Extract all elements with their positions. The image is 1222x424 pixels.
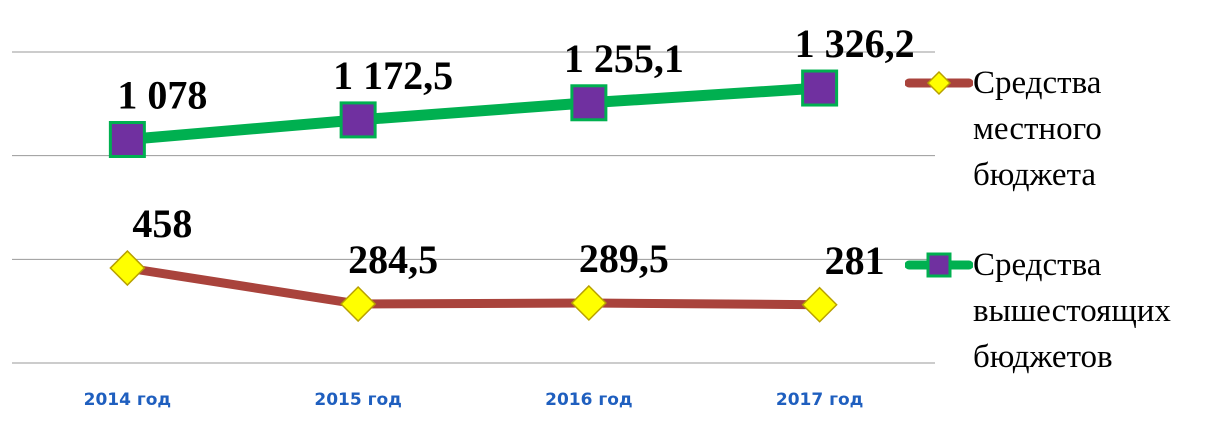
x-tick-label: 2014 год bbox=[84, 390, 172, 410]
legend-marker bbox=[926, 252, 952, 278]
x-tick-label: 2017 год bbox=[776, 390, 864, 410]
data-marker bbox=[108, 120, 146, 158]
legend: Средства местного бюджета Средства вышест… bbox=[905, 60, 1222, 424]
legend-entry: Средства вышестоящих бюджетов bbox=[905, 242, 1213, 380]
legend-marker bbox=[926, 70, 952, 96]
value-label: 289,5 bbox=[579, 236, 669, 281]
legend-label: Средства местного бюджета bbox=[973, 65, 1102, 193]
data-marker bbox=[109, 249, 146, 287]
series-line bbox=[126, 263, 820, 310]
legend-entry: Средства местного бюджета bbox=[905, 60, 1213, 198]
x-tick-label: 2015 год bbox=[314, 390, 402, 410]
x-tick-label: 2016 год bbox=[545, 390, 633, 410]
legend-swatch bbox=[905, 70, 973, 96]
value-label: 1 172,5 bbox=[333, 53, 453, 98]
data-marker bbox=[340, 285, 377, 323]
series-line bbox=[126, 82, 820, 145]
chart: 2014 год 2015 год 2016 год 2017 год 458 284,5… bbox=[12, 21, 935, 410]
value-label: 284,5 bbox=[348, 237, 438, 282]
value-label: 1 078 bbox=[117, 73, 207, 118]
data-marker bbox=[570, 284, 607, 322]
legend-label: Средства вышестоящих бюджетов bbox=[973, 247, 1171, 375]
value-label: 1 255,1 bbox=[564, 36, 684, 81]
value-label: 1 326,2 bbox=[795, 21, 915, 66]
data-marker bbox=[339, 101, 377, 139]
page: 2014 год 2015 год 2016 год 2017 год 458 284,5… bbox=[12, 21, 1171, 410]
legend-swatch bbox=[905, 252, 973, 278]
data-marker bbox=[801, 69, 839, 107]
data-marker bbox=[570, 84, 608, 122]
data-marker bbox=[801, 286, 838, 323]
value-label: 458 bbox=[132, 201, 192, 246]
value-label: 281 bbox=[825, 238, 885, 283]
